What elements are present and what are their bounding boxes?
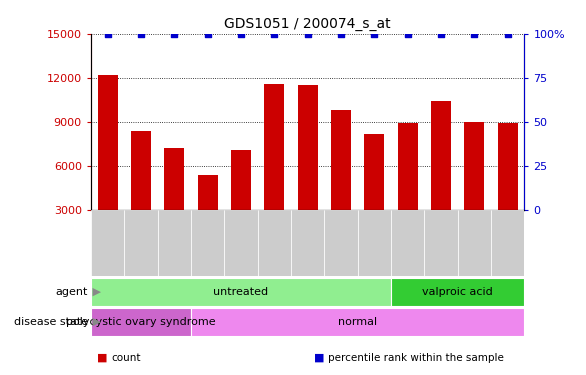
Point (236, 31, 246, 37)
Bar (97, 75, 118, 210)
Bar (197, 175, 217, 210)
Text: ■: ■ (97, 353, 107, 363)
Bar (164, 148, 184, 210)
Bar (131, 131, 151, 210)
Bar (391, 210, 424, 276)
Bar (91, 278, 391, 306)
Point (103, 31, 112, 37)
Bar (298, 85, 318, 210)
Point (403, 31, 413, 37)
Point (203, 31, 212, 37)
Point (136, 31, 145, 37)
Text: ▶: ▶ (89, 316, 101, 327)
Bar (324, 210, 357, 276)
Bar (231, 150, 251, 210)
Bar (224, 210, 258, 276)
Point (303, 31, 312, 37)
Bar (158, 210, 191, 276)
Text: percentile rank within the sample: percentile rank within the sample (328, 353, 504, 363)
Bar (191, 210, 224, 276)
Text: untreated: untreated (213, 286, 268, 297)
Bar (424, 210, 458, 276)
Point (437, 31, 446, 37)
Bar (491, 210, 524, 276)
Bar (498, 123, 518, 210)
Text: polycystic ovary syndrome: polycystic ovary syndrome (66, 316, 216, 327)
Text: ■: ■ (314, 353, 324, 363)
Text: agent: agent (56, 286, 88, 297)
Text: normal: normal (338, 316, 377, 327)
Bar (458, 210, 491, 276)
Point (336, 31, 346, 37)
Text: ▶: ▶ (89, 286, 101, 297)
Bar (357, 210, 391, 276)
Bar (331, 110, 351, 210)
Bar (364, 134, 384, 210)
Bar (191, 308, 524, 336)
Bar (91, 308, 191, 336)
Point (503, 31, 513, 37)
Bar (124, 210, 158, 276)
Title: GDS1051 / 200074_s_at: GDS1051 / 200074_s_at (224, 17, 391, 32)
Point (169, 31, 179, 37)
Text: valproic acid: valproic acid (423, 286, 493, 297)
Bar (258, 210, 291, 276)
Point (270, 31, 279, 37)
Bar (291, 210, 324, 276)
Bar (264, 84, 284, 210)
Point (470, 31, 479, 37)
Bar (431, 101, 451, 210)
Text: count: count (111, 353, 141, 363)
Text: disease state: disease state (14, 316, 88, 327)
Bar (398, 123, 418, 210)
Bar (91, 210, 124, 276)
Point (370, 31, 379, 37)
Bar (465, 122, 485, 210)
Bar (391, 278, 524, 306)
